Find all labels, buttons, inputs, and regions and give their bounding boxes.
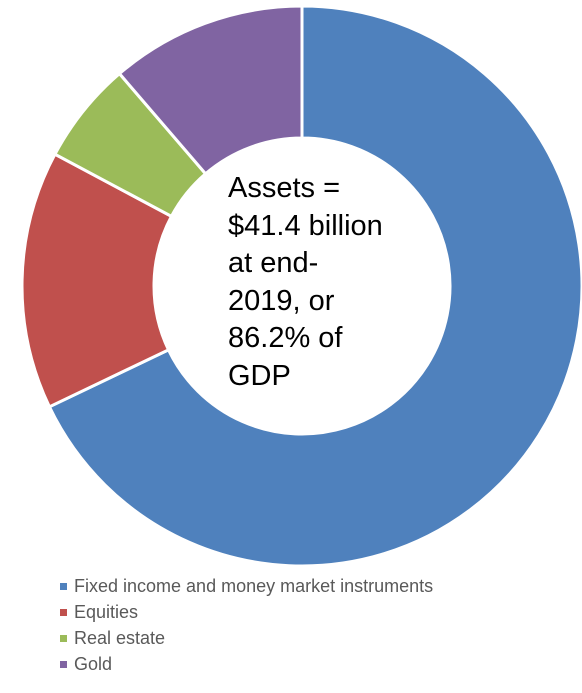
legend-label-fixed-income: Fixed income and money market instrument… [74,575,434,596]
center-label-line-1: Assets = [228,172,341,204]
legend-item-equities: Equities [60,599,433,625]
slice-fixed-income [47,4,582,568]
center-label-line-4: 2019, or [228,284,335,317]
center-label-line-5: 86.2% of [228,322,343,355]
legend-label-gold: Gold [74,653,113,674]
center-label-line-6: GDP [228,359,291,392]
legend-swatch-gold [60,660,67,668]
legend-swatch-equities [60,608,67,616]
center-label: Assets = $41.4 billion at end- 2019, or … [228,170,428,396]
slice-equities [20,152,174,409]
legend-item-gold: Gold [60,651,433,677]
center-label-line-2: $41.4 billion [228,209,383,242]
legend-label-real-estate: Real estate [74,627,166,648]
legend-swatch-fixed-income [60,582,67,590]
donut-chart [20,4,582,568]
slice-gold [117,4,304,176]
legend-item-fixed-income: Fixed income and money market instrument… [60,573,433,599]
legend-label-equities: Equities [74,601,139,622]
legend-item-real-estate: Real estate [60,625,433,651]
legend-swatch-real-estate [60,634,67,642]
legend: Fixed income and money market instrument… [60,573,433,677]
center-label-line-3: at end- [228,247,319,280]
